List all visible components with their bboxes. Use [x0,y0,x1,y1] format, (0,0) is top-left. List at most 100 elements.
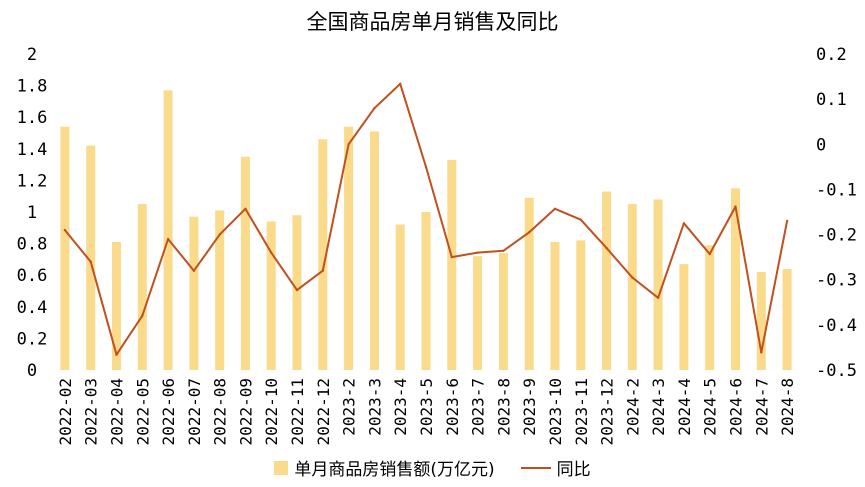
x-tick-label: 2022-02 [56,378,75,445]
x-tick-label: 2022-10 [262,378,281,445]
yoy-point-2023-4[interactable] [399,82,402,86]
yoy-point-2023-10[interactable] [553,207,557,210]
yoy-point-2022-04[interactable] [115,353,118,356]
right-tick-label: 0.2 [816,45,847,65]
bar-2023-5[interactable] [421,212,431,370]
x-tick-label: 2024-2 [623,378,642,436]
yoy-point-2024-8[interactable] [785,219,789,223]
bar-2022-11[interactable] [292,215,302,370]
yoy-point-2022-10[interactable] [270,251,273,254]
yoy-point-2022-07[interactable] [192,269,196,272]
legend-item-bar[interactable]: 单月商品房销售额(万亿元) [274,455,495,480]
yoy-point-2022-12[interactable] [321,269,324,272]
x-tick-label: 2022-07 [185,378,204,445]
right-tick-label: -0.2 [816,226,857,246]
bar-2023-9[interactable] [524,197,534,370]
bar-2022-06[interactable] [163,90,173,371]
yoy-point-2024-6[interactable] [734,205,737,208]
yoy-point-2023-3[interactable] [373,107,376,110]
yoy-point-2024-7[interactable] [760,351,763,354]
yoy-point-2022-08[interactable] [218,233,221,236]
yoy-point-2023-9[interactable] [528,231,531,234]
bar-2023-3[interactable] [369,131,379,370]
right-tick-label: -0.4 [816,316,857,336]
left-tick-label: 0.2 [17,329,48,349]
bar-2024-7[interactable] [756,272,766,370]
left-axis-ticks: 0 0.2 0.4 0.6 0.8 1 1.2 1.4 1.6 1.8 2 [17,45,48,381]
yoy-point-2023-7[interactable] [476,251,479,254]
bar-2022-04[interactable] [112,242,121,370]
x-tick-label: 2022-12 [314,378,333,445]
yoy-point-2023-12[interactable] [605,246,608,250]
x-tick-label: 2023-3 [365,378,384,436]
bar-2022-07[interactable] [189,216,199,370]
bar-2023-10[interactable] [550,242,560,370]
right-tick-label: 0.1 [816,90,847,110]
bar-2023-6[interactable] [447,159,457,370]
bar-2024-6[interactable] [731,188,740,370]
left-tick-label: 1.2 [17,171,48,191]
x-tick-label: 2023-12 [598,378,617,445]
x-tick-label: 2024-5 [701,378,720,436]
yoy-point-2022-02[interactable] [63,228,67,232]
yoy-point-2023-11[interactable] [579,218,582,221]
legend-line-swatch [520,466,551,469]
right-tick-label: -0.3 [816,271,857,291]
right-tick-label: 0 [816,135,826,155]
right-tick-label: -0.1 [816,180,857,200]
yoy-point-2024-4[interactable] [682,222,686,225]
yoy-point-2022-05[interactable] [141,314,144,317]
bar-2022-03[interactable] [86,145,96,370]
bar-series-group [60,90,792,371]
left-tick-label: 1.6 [17,108,48,128]
x-tick-label: 2023-6 [443,378,462,436]
yoy-point-2023-2[interactable] [347,143,350,146]
bar-2023-4[interactable] [395,224,405,370]
x-tick-label: 2022-11 [288,378,307,445]
x-tick-label: 2023-9 [520,378,539,436]
legend: 单月商品房销售额(万亿元) 同比 [0,455,865,480]
bar-2023-7[interactable] [473,256,483,370]
yoy-point-2023-5[interactable] [424,165,428,169]
bar-2023-8[interactable] [498,253,508,370]
yoy-point-2023-6[interactable] [450,255,453,259]
bar-2024-8[interactable] [782,268,792,370]
yoy-point-2022-09[interactable] [244,207,247,210]
chart-title: 全国商品房单月销售及同比 [306,10,559,34]
left-tick-label: 2 [27,45,37,65]
bar-2023-12[interactable] [602,191,612,371]
left-tick-label: 1.4 [17,140,48,160]
x-tick-label: 2024-3 [649,378,668,436]
bar-2022-09[interactable] [240,156,250,370]
yoy-point-2022-03[interactable] [89,260,92,263]
legend-item-line[interactable]: 同比 [520,455,591,480]
bar-2023-11[interactable] [576,240,586,370]
right-tick-label: -0.5 [816,361,857,381]
yoy-point-2022-11[interactable] [295,288,299,292]
bar-2024-4[interactable] [679,264,689,370]
x-tick-label: 2024-4 [675,378,694,436]
left-tick-label: 1.8 [17,77,48,97]
bar-2024-5[interactable] [705,245,715,370]
x-tick-label: 2022-04 [108,378,127,445]
right-axis-ticks: -0.5 -0.4 -0.3 -0.2 -0.1 0 0.1 0.2 [816,45,857,381]
bar-2022-05[interactable] [137,204,147,370]
yoy-point-2024-5[interactable] [708,252,711,256]
yoy-point-2024-2[interactable] [631,276,634,279]
yoy-point-2024-3[interactable] [656,296,660,299]
bar-2022-12[interactable] [318,139,328,370]
x-tick-label: 2024-8 [778,378,797,436]
bar-2022-02[interactable] [60,126,70,370]
yoy-point-2022-06[interactable] [166,237,170,241]
line-series-group [63,82,789,356]
bar-2022-08[interactable] [215,210,225,370]
x-tick-label: 2024-7 [752,378,771,436]
bar-2024-3[interactable] [653,199,663,370]
bar-2024-2[interactable] [627,204,637,370]
x-axis-labels: 2022-02 2022-03 2022-04 2022-05 2022-06 2022-… [56,378,797,445]
bar-2022-10[interactable] [266,221,276,371]
yoy-point-2023-8[interactable] [502,249,505,252]
bar-2023-2[interactable] [344,126,354,370]
x-tick-label: 2024-6 [727,378,746,436]
